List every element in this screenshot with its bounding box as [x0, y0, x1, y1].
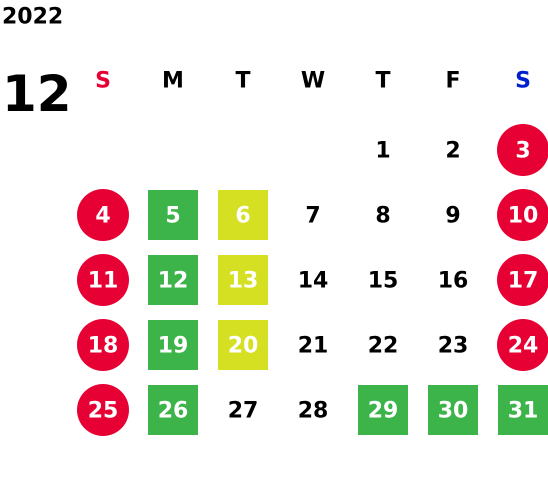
- day: 7: [305, 204, 320, 229]
- day-square: [148, 385, 198, 435]
- day: 15: [368, 269, 399, 294]
- day-square: [148, 190, 198, 240]
- day-circle: [77, 189, 129, 241]
- day: 21: [298, 334, 329, 359]
- day: 3: [515, 139, 530, 164]
- day: 10: [508, 204, 539, 229]
- day: 13: [228, 269, 259, 294]
- day: 26: [158, 399, 189, 424]
- day: 8: [375, 204, 390, 229]
- day: 27: [228, 399, 259, 424]
- weekday: T: [375, 69, 390, 94]
- day-square: [498, 385, 548, 435]
- day: 12: [158, 269, 189, 294]
- day-square: [148, 320, 198, 370]
- day: 14: [298, 269, 329, 294]
- day: 22: [368, 334, 399, 359]
- weekday: W: [301, 69, 325, 94]
- day-circle: [497, 189, 548, 241]
- weekday: T: [235, 69, 250, 94]
- day: 17: [508, 269, 539, 294]
- day: 31: [508, 399, 539, 424]
- weekday: M: [162, 69, 184, 94]
- day: 30: [438, 399, 469, 424]
- day-square: [358, 385, 408, 435]
- day: 4: [95, 204, 110, 229]
- day-circle: [77, 254, 129, 306]
- day-circle: [77, 319, 129, 371]
- day: 19: [158, 334, 189, 359]
- day: 24: [508, 334, 539, 359]
- day: 28: [298, 399, 329, 424]
- day: 11: [88, 269, 119, 294]
- year: 2022: [2, 5, 63, 30]
- day-circle: [77, 384, 129, 436]
- weekday: F: [445, 69, 460, 94]
- day-square: [218, 320, 268, 370]
- day-square: [218, 190, 268, 240]
- day: 6: [235, 204, 250, 229]
- day: 5: [165, 204, 180, 229]
- day: 16: [438, 269, 469, 294]
- day-square: [428, 385, 478, 435]
- weekday: S: [515, 69, 531, 94]
- day: 23: [438, 334, 469, 359]
- day: 9: [445, 204, 460, 229]
- day: 29: [368, 399, 399, 424]
- day: 20: [228, 334, 259, 359]
- day-circle: [497, 124, 548, 176]
- day-circle: [497, 254, 548, 306]
- day-square: [148, 255, 198, 305]
- day: 1: [375, 139, 390, 164]
- day: 18: [88, 334, 119, 359]
- day: 25: [88, 399, 119, 424]
- month: 12: [2, 65, 72, 123]
- day: 2: [445, 139, 460, 164]
- weekday: S: [95, 69, 111, 94]
- day-circle: [497, 319, 548, 371]
- day-square: [218, 255, 268, 305]
